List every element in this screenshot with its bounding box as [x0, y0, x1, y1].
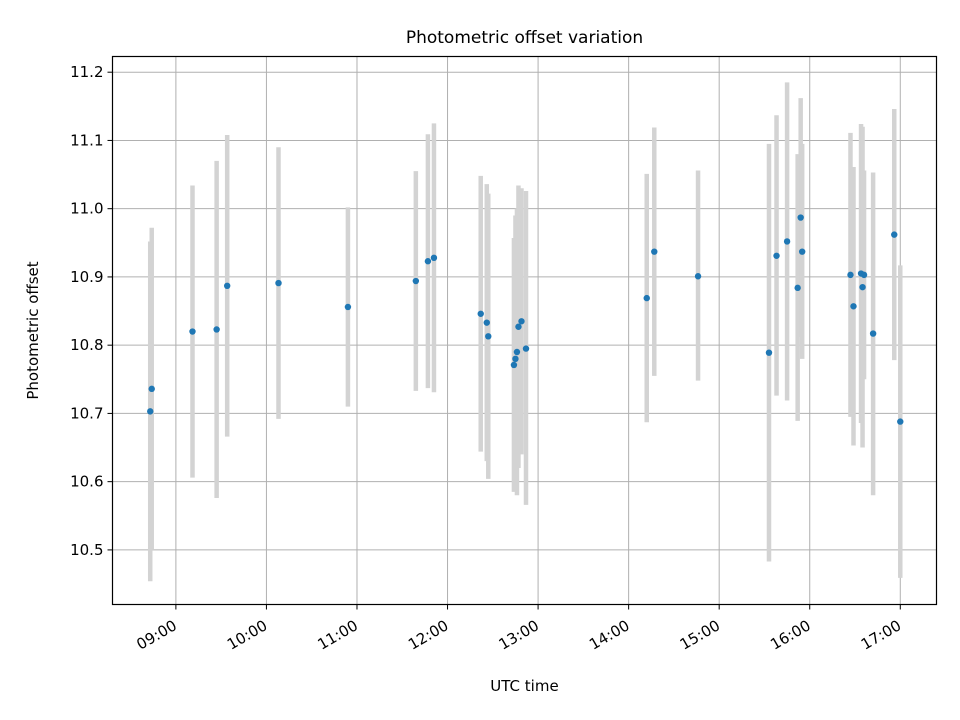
data-point	[424, 258, 432, 265]
y-tick-label: 10.8	[70, 336, 103, 354]
y-tick-label: 10.6	[70, 473, 103, 491]
data-point	[860, 271, 868, 279]
data-point	[213, 326, 220, 333]
data-point	[765, 349, 773, 356]
data-point	[275, 279, 282, 287]
y-tick-label: 11.1	[70, 131, 103, 149]
data-point	[148, 385, 155, 393]
data-point	[412, 277, 420, 285]
data-point	[694, 273, 702, 280]
data-point	[850, 303, 857, 310]
data-point	[513, 348, 521, 356]
data-point	[189, 328, 196, 335]
data-point	[483, 319, 490, 326]
y-tick-label: 10.9	[70, 268, 103, 286]
data-point	[794, 284, 801, 292]
data-point	[847, 271, 854, 279]
data-point	[430, 254, 438, 262]
x-axis-label: UTC time	[490, 677, 558, 695]
data-point	[797, 214, 804, 221]
y-tick-label: 10.7	[70, 404, 103, 422]
data-point	[859, 283, 866, 291]
data-point	[651, 248, 658, 255]
data-point	[512, 355, 519, 363]
data-point	[518, 318, 525, 325]
data-point	[344, 303, 352, 311]
data-point	[522, 345, 530, 352]
data-point	[891, 231, 898, 238]
plot-area-frame	[111, 55, 938, 606]
data-point	[897, 418, 904, 425]
data-point	[485, 333, 492, 340]
data-point	[510, 361, 518, 369]
data-points	[147, 214, 904, 425]
data-point	[773, 252, 780, 259]
data-point	[147, 408, 154, 415]
y-axis-label: Photometric offset	[24, 261, 42, 399]
y-tick-label: 11.2	[70, 63, 103, 81]
chart-title: Photometric offset variation	[406, 28, 643, 48]
data-point	[477, 310, 484, 317]
data-point	[223, 282, 231, 290]
y-tick-label: 11.0	[70, 200, 103, 218]
data-point	[643, 294, 650, 302]
data-point	[798, 248, 806, 255]
data-point	[783, 238, 791, 245]
data-point	[515, 323, 522, 330]
y-axis-ticks: 10.5 10.6 10.7 10.8 10.9 11.0 11.1 11.2	[70, 63, 113, 559]
data-point	[869, 330, 877, 337]
y-tick-label: 10.5	[70, 541, 103, 559]
